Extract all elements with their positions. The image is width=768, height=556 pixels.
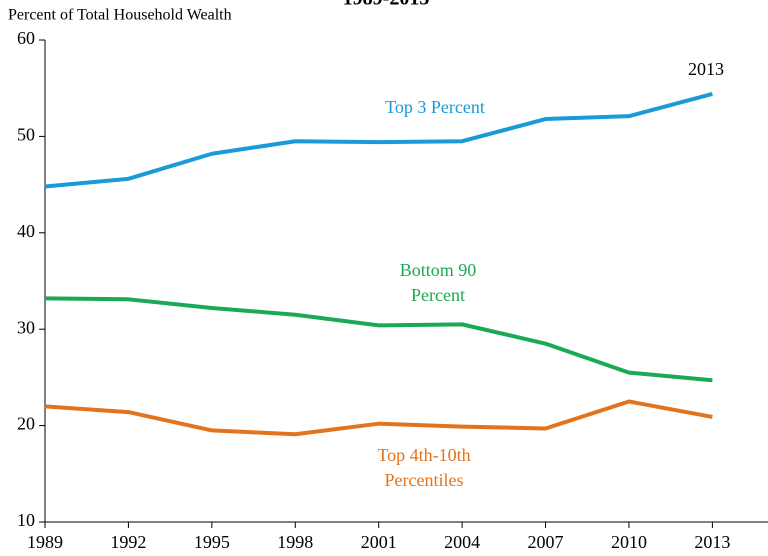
y-tick-label: 20 (17, 414, 35, 434)
x-tick-label: 1998 (277, 532, 313, 552)
y-tick-label: 50 (17, 125, 35, 145)
annotation: 2013 (688, 59, 724, 79)
x-tick-label: 2010 (611, 532, 647, 552)
series-line (44, 296, 713, 383)
x-tick-label: 1995 (194, 532, 230, 552)
y-tick-label: 30 (17, 317, 35, 337)
x-tick-label: 1989 (27, 532, 63, 552)
series-line (44, 92, 713, 189)
y-axis-label: Percent of Total Household Wealth (8, 7, 232, 24)
series-label: Top 4th-10th Percentiles (377, 445, 471, 490)
series-line (44, 399, 713, 437)
y-tick-label: 10 (17, 510, 35, 530)
y-tick-label: 40 (17, 221, 35, 241)
series-label: Top 3 Percent (385, 97, 485, 117)
x-tick-label: 2001 (361, 532, 397, 552)
x-tick-label: 2004 (444, 532, 480, 552)
chart-title: 1989-2013 (343, 0, 430, 10)
x-tick-label: 1992 (110, 532, 146, 552)
x-tick-label: 2013 (694, 532, 730, 552)
x-tick-label: 2007 (528, 532, 564, 552)
series-label: Bottom 90 Percent (399, 260, 477, 305)
y-tick-label: 60 (17, 28, 35, 48)
